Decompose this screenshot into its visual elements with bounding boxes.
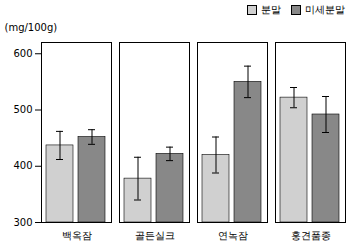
svg-text:600: 600 (13, 48, 32, 59)
svg-text:(mg/100g): (mg/100g) (5, 22, 58, 33)
svg-text:홍견품종: 홍견품종 (291, 230, 331, 241)
svg-text:500: 500 (13, 104, 32, 115)
html-text:미세분말: 미세분말 (305, 4, 345, 15)
svg-text:300: 300 (13, 217, 32, 228)
svg-text:400: 400 (13, 160, 32, 171)
svg-text:골든실크: 골든실크 (135, 230, 175, 241)
svg-text:백옥잠: 백옥잠 (62, 230, 92, 241)
svg-text:연녹잠: 연녹잠 (218, 230, 248, 241)
html-text:분말: 분말 (261, 4, 281, 15)
